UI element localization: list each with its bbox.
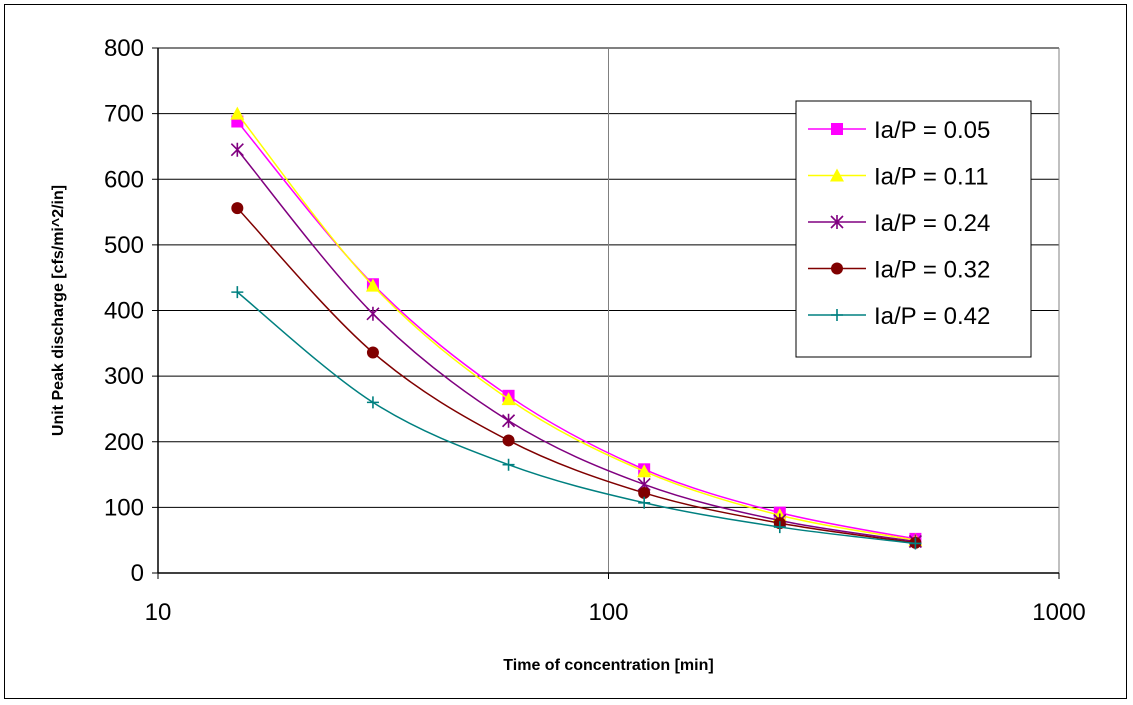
x-axis-title: Time of concentration [min] bbox=[503, 657, 713, 674]
legend-label: Ia/P = 0.11 bbox=[874, 164, 989, 191]
data-point bbox=[637, 464, 652, 478]
x-tick-label: 1000 bbox=[1032, 599, 1085, 626]
data-point bbox=[230, 106, 245, 120]
data-point bbox=[366, 396, 379, 409]
legend-marker bbox=[830, 215, 844, 229]
x-tick-label: 10 bbox=[145, 599, 172, 626]
data-point bbox=[231, 202, 244, 215]
y-tick-label: 0 bbox=[131, 560, 144, 587]
axis-layer bbox=[152, 47, 1060, 579]
data-point bbox=[638, 496, 651, 509]
legend-label: Ia/P = 0.24 bbox=[874, 210, 990, 237]
legend-item: Ia/P = 0.32 bbox=[808, 257, 990, 284]
series-line bbox=[236, 207, 916, 544]
y-tick-label: 200 bbox=[104, 429, 144, 456]
y-axis-title: Unit Peak discharge [cfs/mi^2/in] bbox=[50, 185, 67, 436]
legend-item: Ia/P = 0.05 bbox=[808, 117, 990, 144]
y-tick-label: 700 bbox=[104, 101, 144, 128]
data-point bbox=[230, 142, 244, 157]
data-point bbox=[365, 278, 380, 292]
legend-marker bbox=[831, 262, 843, 275]
legend-item: Ia/P = 0.24 bbox=[808, 210, 990, 237]
y-tick-label: 400 bbox=[104, 298, 144, 325]
data-point bbox=[231, 286, 244, 299]
legend-label: Ia/P = 0.32 bbox=[874, 257, 990, 284]
data-point bbox=[502, 434, 515, 447]
y-tick-label: 600 bbox=[104, 166, 144, 193]
legend-label: Ia/P = 0.05 bbox=[874, 117, 990, 144]
data-point bbox=[366, 306, 380, 321]
data-point bbox=[638, 486, 651, 499]
x-tick-label: 100 bbox=[588, 599, 628, 626]
data-point bbox=[502, 458, 515, 471]
data-point bbox=[909, 537, 922, 550]
y-tick-label: 300 bbox=[104, 363, 144, 390]
y-tick-label: 500 bbox=[104, 232, 144, 259]
legend: Ia/P = 0.05 Ia/P = 0.11 Ia/P = 0.24 Ia/P = … bbox=[795, 100, 1032, 358]
tick-labels: 0 100 200 300 400 500 600 700 800 10 100 1000 bbox=[104, 35, 1086, 626]
series-line bbox=[236, 291, 916, 545]
series-4 bbox=[231, 202, 922, 549]
y-tick-label: 800 bbox=[104, 35, 144, 62]
legend-item: Ia/P = 0.11 bbox=[808, 164, 989, 191]
data-point bbox=[366, 346, 379, 359]
y-tick-label: 100 bbox=[104, 494, 144, 521]
data-point bbox=[501, 392, 516, 406]
legend-item: Ia/P = 0.42 bbox=[808, 303, 990, 330]
series-5 bbox=[231, 286, 922, 550]
legend-marker bbox=[831, 309, 843, 321]
data-point bbox=[773, 521, 786, 534]
legend-marker bbox=[831, 123, 843, 135]
data-point bbox=[501, 413, 516, 428]
legend-marker bbox=[830, 168, 844, 182]
legend-label: Ia/P = 0.42 bbox=[874, 303, 990, 330]
series-layer bbox=[230, 106, 923, 550]
